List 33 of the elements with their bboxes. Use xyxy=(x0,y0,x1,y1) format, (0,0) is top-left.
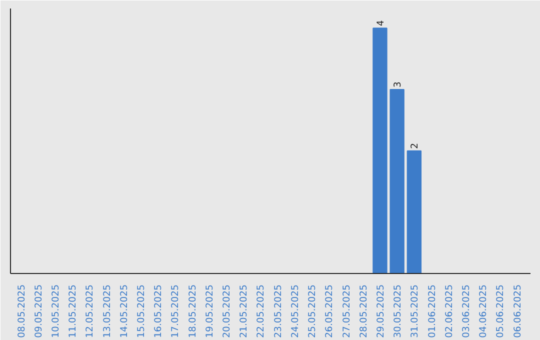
x-tick-label: 22.05.2025 xyxy=(256,284,267,338)
x-tick-label: 12.05.2025 xyxy=(84,284,96,338)
x-tick-label: 28.05.2025 xyxy=(358,284,370,338)
x-tick-label: 21.05.2025 xyxy=(238,284,250,338)
x-tick-label: 13.05.2025 xyxy=(102,284,113,338)
x-tick-label: 15.05.2025 xyxy=(136,284,147,338)
x-tick-label: 24.05.2025 xyxy=(290,284,301,338)
x-tick-label: 30.05.2025 xyxy=(392,284,404,338)
x-tick-label: 20.05.2025 xyxy=(222,284,233,338)
data-label: 3 xyxy=(392,81,404,88)
x-tick-label: 25.05.2025 xyxy=(307,284,318,338)
x-tick-label: 26.05.2025 xyxy=(324,284,336,338)
x-tick-label: 23.05.2025 xyxy=(272,284,284,338)
x-tick-label: 31.05.2025 xyxy=(410,284,421,338)
x-tick-label: 08.05.2025 xyxy=(16,284,28,338)
x-tick-label: 27.05.2025 xyxy=(341,284,352,338)
x-tick-label: 11.05.2025 xyxy=(68,284,79,338)
x-tick-label: 17.05.2025 xyxy=(170,284,182,338)
x-tick-label: 06.06.2025 xyxy=(512,284,524,338)
x-tick-label: 02.06.2025 xyxy=(444,284,455,338)
x-tick-label: 04.06.2025 xyxy=(478,284,490,338)
x-tick-label: 05.06.2025 xyxy=(495,284,506,338)
x-tick-label: 14.05.2025 xyxy=(118,284,130,338)
x-tick-label: 19.05.2025 xyxy=(204,284,216,338)
x-tick-label: 29.05.2025 xyxy=(375,284,386,338)
x-tick-label: 01.06.2025 xyxy=(426,284,438,338)
x-tick-label: 03.06.2025 xyxy=(461,284,472,338)
data-label: 2 xyxy=(410,142,421,149)
data-label: 4 xyxy=(375,20,386,26)
x-tick-label: 10.05.2025 xyxy=(50,284,62,338)
x-tick-label: 18.05.2025 xyxy=(187,284,198,338)
x-tick-label: 09.05.2025 xyxy=(33,284,44,338)
x-tick-label: 16.05.2025 xyxy=(153,284,164,338)
